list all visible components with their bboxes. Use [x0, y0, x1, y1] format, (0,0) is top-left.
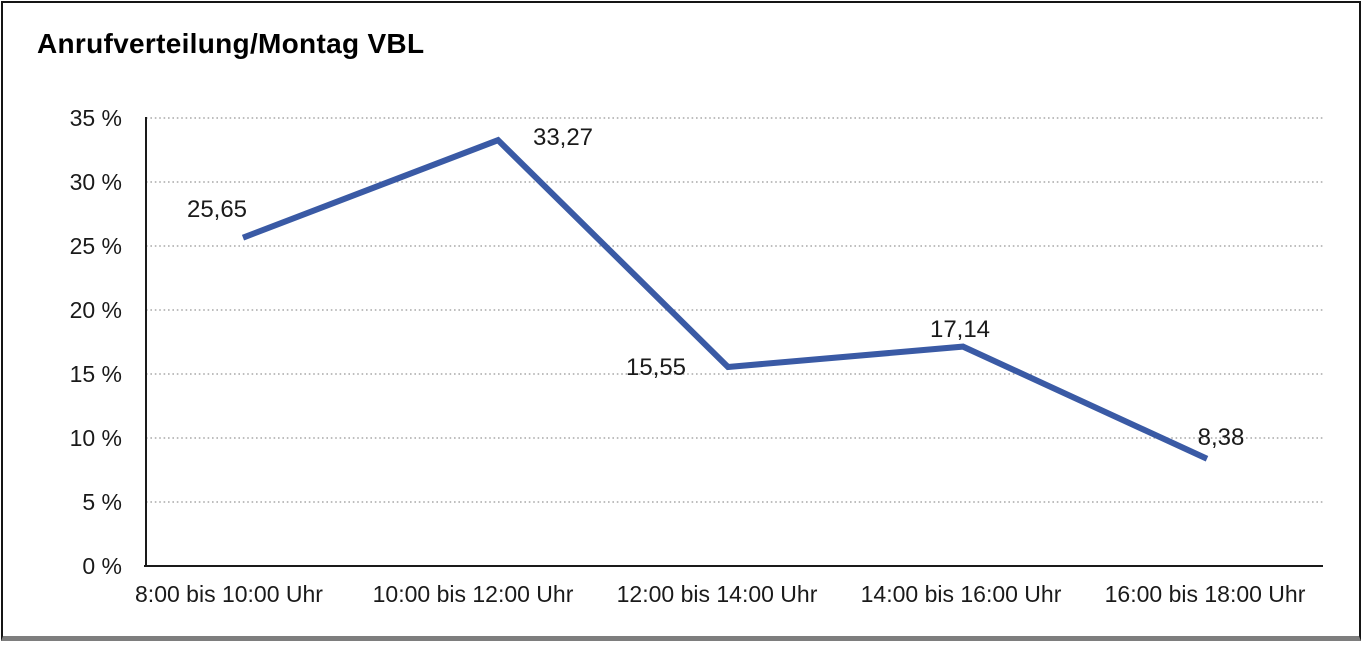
- chart-title: Anrufverteilung/Montag VBL: [37, 28, 425, 59]
- y-tick-label: 15 %: [69, 361, 122, 387]
- data-point-label: 15,55: [625, 353, 687, 381]
- x-category-label: 8:00 bis 10:00 Uhr: [135, 581, 323, 607]
- data-series-line: [241, 136, 1209, 462]
- data-point-label: 17,14: [929, 315, 991, 343]
- x-category-label: 16:00 bis 18:00 Uhr: [1104, 581, 1306, 607]
- data-point-label: 25,65: [186, 195, 248, 223]
- data-point-label: 33,27: [532, 124, 594, 152]
- y-tick-label: 30 %: [69, 169, 122, 195]
- data-point-label: 8,38: [1197, 423, 1245, 451]
- x-category-label: 14:00 bis 16:00 Uhr: [860, 581, 1062, 607]
- x-category-label: 10:00 bis 12:00 Uhr: [372, 581, 574, 607]
- y-tick-label: 35 %: [69, 105, 122, 131]
- y-tick-label: 0 %: [82, 553, 122, 579]
- x-category-label: 12:00 bis 14:00 Uhr: [616, 581, 818, 607]
- y-tick-label: 10 %: [69, 425, 122, 451]
- y-tick-label: 5 %: [82, 489, 122, 515]
- y-tick-label: 20 %: [69, 297, 122, 323]
- y-tick-label: 25 %: [69, 233, 122, 259]
